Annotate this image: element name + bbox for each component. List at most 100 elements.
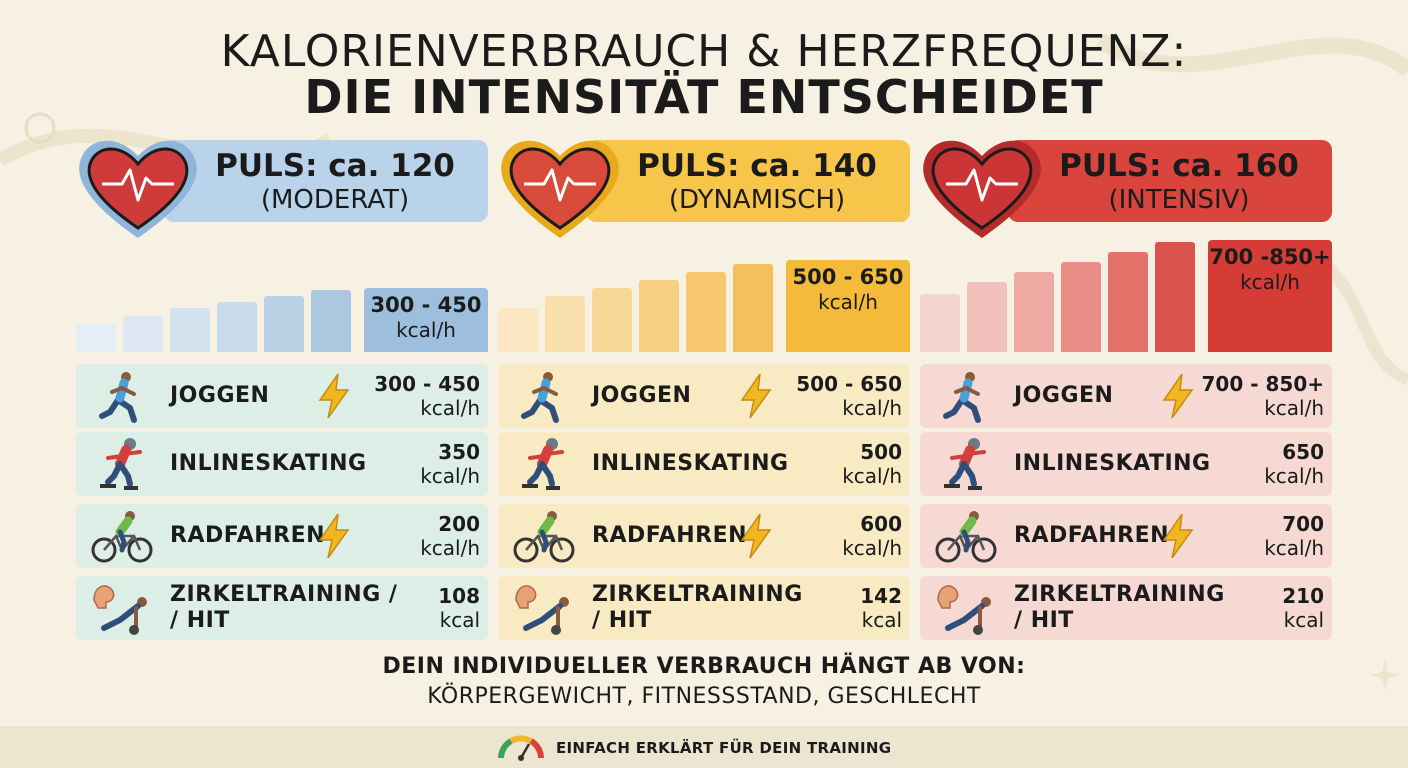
pulse-header: PULS: ca. 120 (MODERAT) [164, 140, 488, 222]
activity-name: RADFAHREN [1014, 523, 1170, 548]
activity-name: JOGGEN [1014, 383, 1114, 408]
runner-icon [943, 372, 981, 423]
intensity-bar [1061, 262, 1101, 352]
activity-name-line-1: ZIRKELTRAINING [592, 582, 803, 607]
lightning-bolt-icon [740, 374, 772, 418]
lightning-bolt-icon [318, 374, 350, 418]
calorie-unit: kcal/h [1264, 396, 1324, 420]
bottom-strip [0, 726, 1408, 768]
calorie-value: 142 [860, 584, 902, 608]
calorie-value: 700 - 850+ [1201, 372, 1324, 396]
activity-row: INLINESKATING 500 kcal/h [498, 432, 910, 496]
activity-row: RADFAHREN 200 kcal/h [76, 504, 488, 568]
heart-pulse-icon [79, 140, 197, 238]
intensity-bar [686, 272, 726, 352]
heart-pulse-icon [501, 140, 619, 238]
activity-row: ZIRKELTRAINING / HIT 210 kcal [920, 576, 1332, 640]
kcal-range-box: 500 - 650 kcal/h [786, 260, 910, 352]
lightning-bolt-icon [1162, 514, 1194, 558]
title-line-1: KALORIENVERBRAUCH & HERZFREQUENZ: [220, 26, 1188, 77]
activity-calories: 142 kcal [860, 584, 902, 632]
activity-row: INLINESKATING 350 kcal/h [76, 432, 488, 496]
sparkle-icon [1370, 660, 1400, 690]
runner-icon [521, 372, 559, 423]
intensity-column-dynamic: PULS: ca. 140 (DYNAMISCH) 500 - 650 kcal… [498, 140, 910, 642]
intensity-bar [1014, 272, 1054, 352]
calorie-unit: kcal/h [420, 464, 480, 488]
kcal-range: 300 - 450 [370, 293, 482, 317]
intensity-bar [592, 288, 632, 352]
activity-row: RADFAHREN 700 kcal/h [920, 504, 1332, 568]
pulse-value: PULS: ca. 160 [1059, 148, 1299, 184]
circuit-training-icon [93, 585, 147, 635]
calorie-value: 210 [1282, 584, 1324, 608]
intensity-bar [1155, 242, 1195, 352]
activity-row: JOGGEN 500 - 650 kcal/h [498, 364, 910, 428]
calorie-value: 108 [438, 584, 480, 608]
activity-name: ZIRKELTRAINING / / HIT [170, 582, 397, 634]
intensity-bar [967, 282, 1007, 352]
intensity-bar [498, 308, 538, 352]
activity-calories: 700 kcal/h [1264, 512, 1324, 560]
activity-calories: 600 kcal/h [842, 512, 902, 560]
calorie-unit: kcal [861, 608, 902, 632]
activity-name-line-2: / HIT [170, 608, 230, 633]
intensity-level: (INTENSIV) [1108, 185, 1250, 215]
calorie-value: 350 [438, 440, 480, 464]
activity-calories: 108 kcal [438, 584, 480, 632]
inline-skater-icon [100, 438, 142, 490]
activity-row: ZIRKELTRAINING / HIT 142 kcal [498, 576, 910, 640]
calorie-value: 300 - 450 [374, 372, 480, 396]
intensity-bar [639, 280, 679, 352]
intensity-bar [311, 290, 351, 352]
calorie-value: 700 [1282, 512, 1324, 536]
activity-row: JOGGEN 300 - 450 kcal/h [76, 364, 488, 428]
lightning-bolt-icon [318, 514, 350, 558]
circuit-training-icon [937, 585, 991, 635]
calorie-unit: kcal/h [842, 536, 902, 560]
activity-row: ZIRKELTRAINING / / HIT 108 kcal [76, 576, 488, 640]
activity-row: JOGGEN 700 - 850+ kcal/h [920, 364, 1332, 428]
intensity-bars: 500 - 650 kcal/h [498, 240, 910, 352]
intensity-bar [217, 302, 257, 352]
intensity-bar [123, 316, 163, 352]
activity-calories: 200 kcal/h [420, 512, 480, 560]
activity-row: RADFAHREN 600 kcal/h [498, 504, 910, 568]
cyclist-icon [91, 511, 153, 563]
circuit-training-icon [515, 585, 569, 635]
activity-name: INLINESKATING [1014, 451, 1211, 476]
kcal-unit: kcal/h [1240, 270, 1300, 294]
intensity-bar [170, 308, 210, 352]
activity-row: INLINESKATING 650 kcal/h [920, 432, 1332, 496]
calorie-unit: kcal/h [842, 396, 902, 420]
intensity-bar [920, 294, 960, 352]
calorie-unit: kcal/h [842, 464, 902, 488]
activity-calories: 700 - 850+ kcal/h [1202, 372, 1324, 420]
intensity-column-moderate: PULS: ca. 120 (MODERAT) 300 - 450 kcal/h… [76, 140, 488, 642]
lightning-bolt-icon [1162, 374, 1194, 418]
intensity-level: (MODERAT) [260, 185, 410, 215]
pulse-value: PULS: ca. 140 [637, 148, 877, 184]
activity-calories: 500 - 650 kcal/h [796, 372, 902, 420]
intensity-bar [76, 324, 116, 352]
activity-name-line-2: / HIT [1014, 608, 1074, 633]
activity-name-line-1: ZIRKELTRAINING [1014, 582, 1225, 607]
pulse-header: PULS: ca. 140 (DYNAMISCH) [586, 140, 910, 222]
activity-calories: 350 kcal/h [420, 440, 480, 488]
kcal-range-box: 300 - 450 kcal/h [364, 288, 488, 352]
activity-name: JOGGEN [592, 383, 692, 408]
intensity-bar [1108, 252, 1148, 352]
calorie-unit: kcal/h [420, 536, 480, 560]
calorie-value: 650 [1282, 440, 1324, 464]
activity-calories: 210 kcal [1282, 584, 1324, 632]
kcal-range: 700 -850+ [1209, 245, 1331, 269]
activity-name: INLINESKATING [592, 451, 789, 476]
kcal-range-box: 700 -850+ kcal/h [1208, 240, 1332, 352]
intensity-level: (DYNAMISCH) [668, 185, 846, 215]
intensity-bar [545, 296, 585, 352]
kcal-unit: kcal/h [396, 318, 456, 342]
activity-name-line-1: ZIRKELTRAINING / [170, 582, 398, 607]
activity-name: RADFAHREN [592, 523, 748, 548]
title-line-2: DIE INTENSITÄT ENTSCHEIDET [304, 70, 1104, 124]
calorie-unit: kcal/h [1264, 464, 1324, 488]
